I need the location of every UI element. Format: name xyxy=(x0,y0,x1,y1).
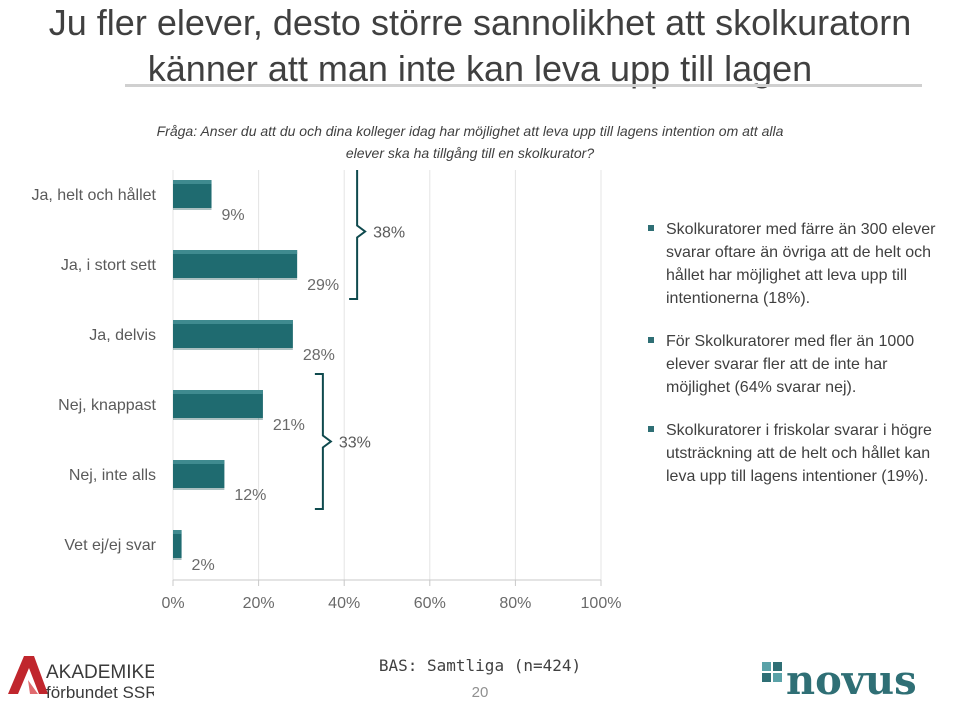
finding-item: Skolkuratorer i friskolar svarar i högre… xyxy=(648,419,948,488)
x-tick-label: 80% xyxy=(499,595,531,612)
bar-highlight xyxy=(173,320,293,324)
bar-highlight xyxy=(173,530,182,534)
bullet-square-icon xyxy=(648,337,654,343)
novus-logo: novus xyxy=(762,660,917,700)
data-label: 29% xyxy=(307,277,339,294)
group-bracket xyxy=(349,170,367,300)
finding-text: Skolkuratorer med färre än 300 elever sv… xyxy=(666,221,936,307)
data-label: 28% xyxy=(303,347,335,364)
x-tick-label: 60% xyxy=(414,595,446,612)
bar xyxy=(173,250,298,278)
finding-item: Skolkuratorer med färre än 300 elever sv… xyxy=(648,218,948,310)
bar-chart: 0% 20% 40% 60% 80% 100% Ja, helt och hållet 9% J… xyxy=(31,170,622,612)
category-label: Nej, knappast xyxy=(58,397,156,414)
bar-highlight xyxy=(173,250,298,254)
x-tick-label: 100% xyxy=(581,595,622,612)
sample-base: BAS: Samtliga (n=424) xyxy=(378,656,582,675)
bar-highlight xyxy=(173,460,225,464)
x-tick-label: 40% xyxy=(328,595,360,612)
data-label: 2% xyxy=(192,557,215,574)
survey-question: Fråga: Anser du att du och dina kolleger… xyxy=(156,123,784,161)
group-bracket xyxy=(314,373,333,510)
category-label: Ja, delvis xyxy=(89,327,156,344)
finding-text: För Skolkuratorer med fler än 1000 eleve… xyxy=(666,333,915,396)
page-number: 20 xyxy=(471,684,489,701)
bar xyxy=(173,530,182,558)
novus-text: novus xyxy=(786,660,917,700)
group-total-label: 38% xyxy=(373,225,405,242)
bar-highlight xyxy=(173,390,263,394)
title-divider xyxy=(125,84,922,87)
bar xyxy=(173,320,293,348)
bar-highlight xyxy=(173,180,212,184)
bar xyxy=(173,390,263,418)
akademiker-subtext: förbundet SSR xyxy=(46,683,154,702)
bullet-square-icon xyxy=(648,225,654,231)
category-label: Ja, helt och hållet xyxy=(31,186,156,204)
x-tick-label: 20% xyxy=(243,595,275,612)
category-label: Ja, i stort sett xyxy=(61,257,157,274)
category-label: Nej, inte alls xyxy=(69,467,156,484)
bullet-square-icon xyxy=(648,426,654,432)
data-label: 9% xyxy=(222,207,245,224)
bar xyxy=(173,180,212,208)
finding-item: För Skolkuratorer med fler än 1000 eleve… xyxy=(648,330,948,399)
akademiker-text: AKADEMIKER xyxy=(46,662,154,683)
bar xyxy=(173,460,225,488)
data-label: 12% xyxy=(234,487,266,504)
page-title: Ju fler elever, desto större sannolikhet… xyxy=(48,2,912,89)
group-total-label: 33% xyxy=(339,435,371,452)
category-label: Vet ej/ej svar xyxy=(64,537,156,554)
x-tick-label: 0% xyxy=(161,595,184,612)
data-label: 21% xyxy=(273,417,305,434)
akademiker-logo: AKADEMIKER förbundet SSR xyxy=(8,656,154,702)
finding-text: Skolkuratorer i friskolar svarar i högre… xyxy=(666,422,932,485)
findings-list: Skolkuratorer med färre än 300 elever sv… xyxy=(648,218,948,508)
